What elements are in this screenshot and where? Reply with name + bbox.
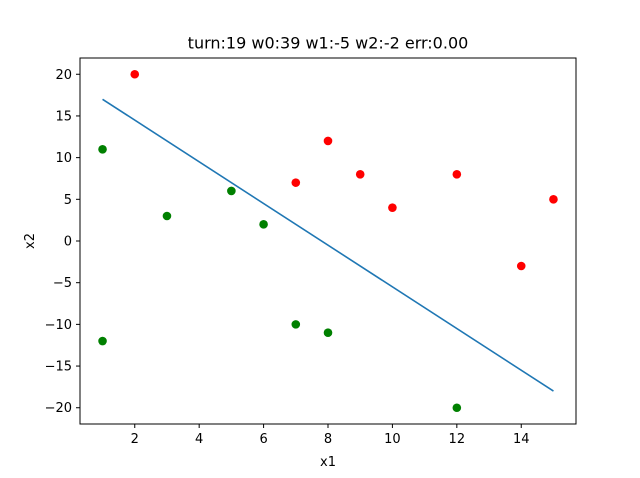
x-axis: 2 4 6 8 10 12 14 (131, 424, 530, 447)
data-point-s0-5 (452, 170, 462, 179)
y-tick-label: 0 (64, 235, 72, 250)
x-tick-label: 12 (449, 432, 466, 447)
x-axis-label: x1 (320, 455, 336, 470)
data-point-s1-0 (98, 144, 107, 154)
data-point-s0-7 (549, 195, 558, 204)
axes-frame (79, 57, 577, 425)
x-tick-label: 10 (384, 432, 401, 447)
x-tick-label: 6 (259, 432, 267, 447)
data-point-s1-2 (162, 211, 172, 221)
y-tick-label: −20 (45, 401, 72, 416)
data-point-s0-2 (323, 136, 333, 146)
y-axis: −20 −15 −10 −5 0 5 10 15 20 (45, 68, 80, 416)
chart-title: turn:19 w0:39 w1:-5 w2:-2 err:0.00 (188, 34, 469, 53)
y-tick-label: −5 (53, 276, 72, 291)
data-point-s0-6 (516, 261, 526, 271)
data-point-s0-4 (388, 203, 397, 212)
y-tick-label: 15 (55, 109, 72, 124)
data-point-s1-4 (259, 220, 268, 229)
data-point-s0-3 (355, 170, 365, 179)
y-axis-label: x2 (23, 233, 38, 249)
y-tick-label: −15 (45, 360, 72, 375)
x-tick-label: 8 (324, 432, 332, 447)
plot-area (98, 69, 558, 413)
data-point-s1-3 (227, 186, 236, 196)
x-tick-label: 14 (513, 432, 530, 447)
y-tick-label: 10 (55, 151, 72, 166)
y-tick-label: 5 (64, 193, 72, 208)
x-tick-label: 2 (131, 432, 139, 447)
data-point-s1-7 (452, 403, 462, 413)
data-point-s1-1 (98, 336, 107, 346)
x-tick-label: 4 (195, 432, 203, 447)
y-tick-label: −10 (45, 318, 72, 333)
data-point-s0-0 (130, 69, 140, 79)
data-point-s0-1 (291, 178, 301, 187)
data-point-s1-5 (291, 320, 301, 329)
data-point-s1-6 (323, 328, 333, 338)
decision-line (102, 98, 554, 392)
y-tick-label: 20 (55, 68, 72, 83)
